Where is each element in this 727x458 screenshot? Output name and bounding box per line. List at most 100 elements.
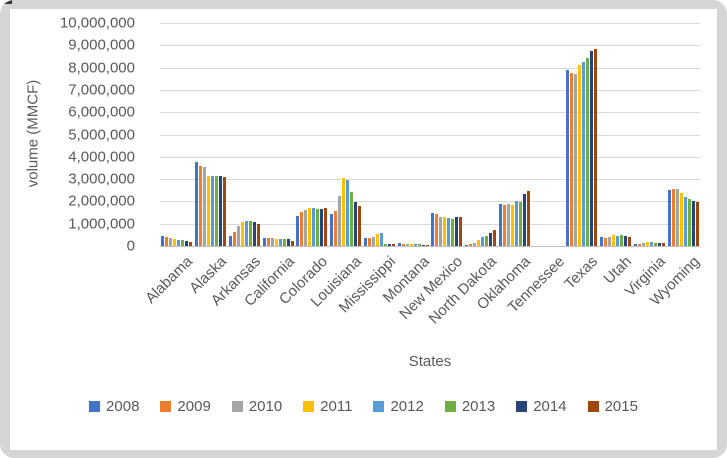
bar xyxy=(522,194,526,246)
legend-swatch xyxy=(160,401,172,412)
bar-group xyxy=(261,23,295,246)
legend-label: 2010 xyxy=(248,398,283,415)
x-tick-label: Alabama xyxy=(142,253,197,307)
bar xyxy=(256,224,260,246)
bar xyxy=(600,237,604,246)
bar xyxy=(367,238,371,246)
legend-item: 2012 xyxy=(373,398,424,415)
y-tick-label: 3,000,000 xyxy=(68,170,135,188)
gridline xyxy=(160,89,700,91)
bar-group xyxy=(295,23,329,246)
legend-swatch xyxy=(303,401,315,412)
legend-swatch xyxy=(516,401,528,412)
bar xyxy=(308,208,312,246)
bar xyxy=(421,245,425,246)
bar xyxy=(616,236,620,246)
legend-swatch xyxy=(444,401,456,412)
bar xyxy=(628,237,632,246)
legend-label: 2014 xyxy=(533,398,567,415)
bar xyxy=(189,242,193,246)
bar xyxy=(443,217,447,246)
bar xyxy=(413,244,417,246)
plot-area xyxy=(160,23,700,247)
y-tick-label: 1,000,000 xyxy=(68,215,135,233)
bar xyxy=(431,213,435,246)
bar xyxy=(232,232,236,246)
bar-group xyxy=(666,23,700,246)
bar xyxy=(354,202,358,246)
legend-swatch xyxy=(373,401,385,412)
bar xyxy=(447,218,451,246)
bar xyxy=(379,233,383,246)
bar-group xyxy=(329,23,363,246)
bar-group xyxy=(194,23,228,246)
bar xyxy=(624,236,628,246)
gridline xyxy=(160,45,700,47)
x-axis-title: States xyxy=(408,353,452,370)
y-tick-label: 0 xyxy=(126,237,135,255)
bar xyxy=(586,58,590,246)
bar-group xyxy=(363,23,397,246)
bar-group xyxy=(633,23,667,246)
legend-item: 2014 xyxy=(516,398,567,415)
bar xyxy=(236,226,240,246)
bar xyxy=(338,196,342,246)
bar-group xyxy=(464,23,498,246)
bar xyxy=(661,243,665,246)
bar xyxy=(401,244,405,246)
gridline xyxy=(160,112,700,114)
corner-artifact xyxy=(4,0,12,4)
bar xyxy=(582,62,586,246)
bar xyxy=(687,199,691,246)
bar xyxy=(455,217,459,246)
y-tick-label: 10,000,000 xyxy=(59,14,135,32)
bar xyxy=(375,234,379,246)
bar xyxy=(270,238,274,246)
bar xyxy=(485,236,489,246)
legend-item: 2010 xyxy=(231,398,283,415)
bar xyxy=(489,233,493,246)
bar xyxy=(679,193,683,246)
bar xyxy=(459,217,463,246)
bar xyxy=(274,239,278,246)
bar xyxy=(637,244,641,246)
bar-group xyxy=(498,23,532,246)
x-tick-label: Texas xyxy=(561,253,602,293)
y-tick-label: 8,000,000 xyxy=(68,59,135,77)
gridline xyxy=(160,134,700,136)
bar xyxy=(465,245,469,246)
bar xyxy=(514,201,518,246)
bar xyxy=(252,222,256,246)
bar xyxy=(330,214,334,246)
legend-label: 2015 xyxy=(604,398,638,415)
bar xyxy=(649,242,653,246)
bar xyxy=(320,209,324,246)
bar xyxy=(473,243,477,246)
bar xyxy=(278,239,282,246)
legend-item: 2011 xyxy=(303,398,352,415)
y-tick-label: 5,000,000 xyxy=(68,126,135,143)
bar xyxy=(671,189,675,246)
chart-legend: 2008 2009 2010 2011 2012 2013 2014 2015 xyxy=(10,398,717,415)
bar xyxy=(266,238,270,246)
bar xyxy=(405,244,409,246)
bar xyxy=(570,73,574,246)
bar xyxy=(608,237,612,246)
bar-group xyxy=(531,23,565,246)
bar xyxy=(262,238,266,246)
bar xyxy=(439,217,443,246)
bar xyxy=(477,240,481,246)
gridline xyxy=(160,156,700,158)
bar xyxy=(316,209,320,246)
y-tick-label: 4,000,000 xyxy=(68,148,135,166)
bar xyxy=(657,243,661,246)
bar xyxy=(653,243,657,246)
bar-group xyxy=(430,23,464,246)
bar xyxy=(228,236,232,246)
bar xyxy=(215,176,219,246)
bar xyxy=(304,210,308,246)
bar xyxy=(346,180,350,246)
bar-group xyxy=(565,23,599,246)
bar xyxy=(342,178,346,246)
bar xyxy=(350,192,354,246)
